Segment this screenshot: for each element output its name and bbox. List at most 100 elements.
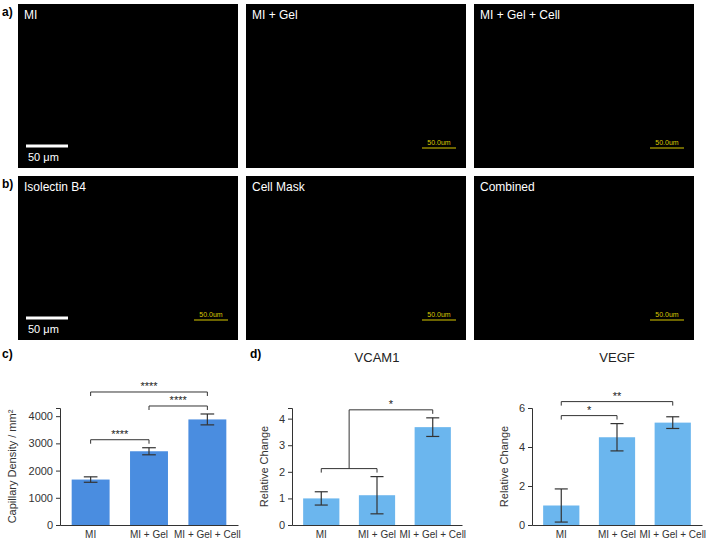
- image-title: MI + Gel: [252, 8, 298, 22]
- error-bar: [426, 418, 439, 437]
- tick: 1000: [29, 492, 60, 504]
- tick-mark: [56, 471, 60, 472]
- image-background: [474, 4, 694, 168]
- scale-bar: [26, 145, 68, 148]
- scale-bar-label: 50 μm: [28, 323, 59, 335]
- significance-bracket: [91, 440, 149, 444]
- tick-mark: [56, 525, 60, 526]
- error-bar-cap: [201, 413, 215, 414]
- significance-bracket: [561, 402, 672, 406]
- significance: **: [561, 390, 672, 406]
- error-bar-stem: [207, 414, 208, 425]
- error-bar-cap: [555, 521, 568, 522]
- axis-line: [528, 409, 533, 526]
- tick: MI + Gel: [358, 529, 396, 540]
- scale-marker-label: 50.0um: [199, 311, 223, 318]
- scale-marker-label: 50.0um: [427, 139, 451, 146]
- tick-label: 6: [519, 402, 525, 414]
- axis-line: [288, 409, 293, 526]
- image-title: MI: [24, 8, 37, 22]
- tick-mark: [56, 443, 60, 444]
- tick-label: 2: [519, 480, 525, 492]
- scale-marker-label: 50.0um: [655, 311, 679, 318]
- tick-mark: [288, 419, 292, 420]
- tick-mark: [288, 525, 292, 526]
- bar: [415, 427, 451, 525]
- error-bar-stem: [148, 448, 149, 455]
- tick-label: 0: [47, 519, 53, 531]
- significance-sub-bracket: [321, 410, 377, 473]
- tick-mark: [288, 445, 292, 446]
- error-bar-stem: [321, 492, 322, 505]
- error-bar-cap: [666, 416, 679, 417]
- tick: 0: [279, 519, 292, 531]
- significance-label: ****: [111, 428, 129, 440]
- significance-bracket: [91, 392, 208, 396]
- tick: 0: [47, 519, 60, 531]
- tick: 3: [279, 439, 292, 451]
- significance: ****: [91, 380, 208, 396]
- image-background: [18, 4, 238, 168]
- tick-label: 4: [279, 413, 285, 425]
- image-panel: MI + Gel 50.0um: [246, 4, 466, 168]
- tick-label: 2000: [29, 465, 53, 477]
- error-bar: [142, 448, 156, 455]
- image-background: [246, 4, 466, 168]
- tick: MI + Gel + Cell: [174, 529, 241, 540]
- tick-label: 0: [519, 519, 525, 531]
- image-panel: Combined50.0um: [474, 176, 694, 340]
- image-title: MI + Gel + Cell: [480, 8, 560, 22]
- x-axis: MIMI + GelMI + Gel + Cell: [293, 526, 467, 541]
- tick-label: MI + Gel + Cell: [174, 529, 241, 540]
- error-bar-cap: [426, 417, 439, 418]
- error-bar: [370, 477, 383, 514]
- x-axis: MI MI + Gel MI + Gel + Cell: [61, 526, 241, 541]
- tick: 4: [519, 441, 532, 453]
- bar: [599, 437, 635, 525]
- tick-label: 1: [279, 492, 285, 504]
- error-bar: [666, 417, 679, 429]
- tick: MI: [85, 529, 96, 540]
- error-bar-stem: [616, 424, 617, 451]
- tick-mark: [56, 416, 60, 417]
- image-title: Isolectin B4: [24, 180, 86, 194]
- tick: 0: [519, 519, 532, 531]
- tick-mark: [528, 525, 532, 526]
- scale-marker: [422, 320, 456, 321]
- axis-title: Capillary Density / mm²: [6, 409, 18, 523]
- tick-label: 2: [279, 466, 285, 478]
- tick: 4000: [29, 410, 60, 422]
- plot-area: [543, 417, 691, 525]
- error-bar: [610, 424, 623, 451]
- tick-label: MI + Gel: [598, 529, 636, 540]
- error-bar-cap: [142, 454, 156, 455]
- error-bar-stem: [672, 417, 673, 429]
- tick-label: MI + Gel + Cell: [399, 529, 466, 540]
- error-bar-cap: [370, 513, 383, 514]
- significance-bracket: [149, 406, 207, 410]
- scale-marker: [422, 148, 456, 149]
- tick-label: 4: [519, 441, 525, 453]
- axis-title: Relative Change: [258, 426, 270, 507]
- bar: [130, 451, 168, 525]
- error-bar-cap: [84, 482, 98, 483]
- tick: 2: [519, 480, 532, 492]
- axis-title: Relative Change: [498, 426, 510, 507]
- plot-area: [72, 414, 227, 525]
- error-bar-cap: [555, 488, 568, 489]
- error-bar-cap: [142, 447, 156, 448]
- tick: 6: [519, 402, 532, 414]
- tick-label: 3: [279, 439, 285, 451]
- error-bar-cap: [315, 504, 328, 505]
- axis-line: [56, 409, 61, 526]
- significance-label: *: [587, 404, 592, 416]
- tick: MI + Gel: [130, 529, 168, 540]
- error-bar: [201, 414, 215, 425]
- scale-marker-label: 50.0um: [655, 139, 679, 146]
- scale-marker: [194, 320, 228, 321]
- panel-label: b): [2, 177, 13, 191]
- error-bar-stem: [432, 418, 433, 437]
- image-title: Cell Mask: [252, 180, 306, 194]
- error-bar-stem: [561, 489, 562, 522]
- chart: 0246MIMI + GelMI + Gel + CellRelative Ch…: [498, 350, 706, 540]
